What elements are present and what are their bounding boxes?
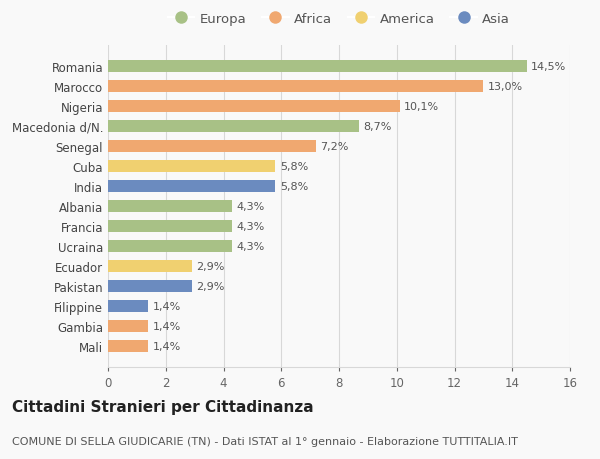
Text: 10,1%: 10,1% [404, 101, 439, 112]
Text: 4,3%: 4,3% [236, 202, 265, 212]
Legend: Europa, Africa, America, Asia: Europa, Africa, America, Asia [163, 7, 515, 31]
Bar [108, 61, 527, 73]
Text: 8,7%: 8,7% [364, 122, 392, 132]
Text: 5,8%: 5,8% [280, 162, 308, 172]
Bar [108, 260, 192, 273]
Text: 14,5%: 14,5% [531, 62, 566, 72]
Bar [108, 101, 400, 113]
Bar [108, 280, 192, 293]
Bar [108, 140, 316, 153]
Text: 2,9%: 2,9% [196, 262, 224, 271]
Bar [108, 300, 148, 313]
Text: 7,2%: 7,2% [320, 142, 349, 151]
Text: 4,3%: 4,3% [236, 222, 265, 231]
Text: 4,3%: 4,3% [236, 241, 265, 252]
Bar [108, 120, 359, 133]
Bar [108, 340, 148, 353]
Text: 2,9%: 2,9% [196, 281, 224, 291]
Text: 1,4%: 1,4% [153, 302, 181, 312]
Text: 13,0%: 13,0% [488, 82, 523, 92]
Text: 1,4%: 1,4% [153, 321, 181, 331]
Bar [108, 241, 232, 253]
Text: Cittadini Stranieri per Cittadinanza: Cittadini Stranieri per Cittadinanza [12, 399, 314, 414]
Bar [108, 160, 275, 173]
Text: COMUNE DI SELLA GIUDICARIE (TN) - Dati ISTAT al 1° gennaio - Elaborazione TUTTIT: COMUNE DI SELLA GIUDICARIE (TN) - Dati I… [12, 436, 518, 446]
Bar [108, 320, 148, 333]
Bar [108, 180, 275, 193]
Bar [108, 80, 484, 93]
Bar [108, 220, 232, 233]
Bar [108, 201, 232, 213]
Text: 1,4%: 1,4% [153, 341, 181, 352]
Text: 5,8%: 5,8% [280, 182, 308, 191]
